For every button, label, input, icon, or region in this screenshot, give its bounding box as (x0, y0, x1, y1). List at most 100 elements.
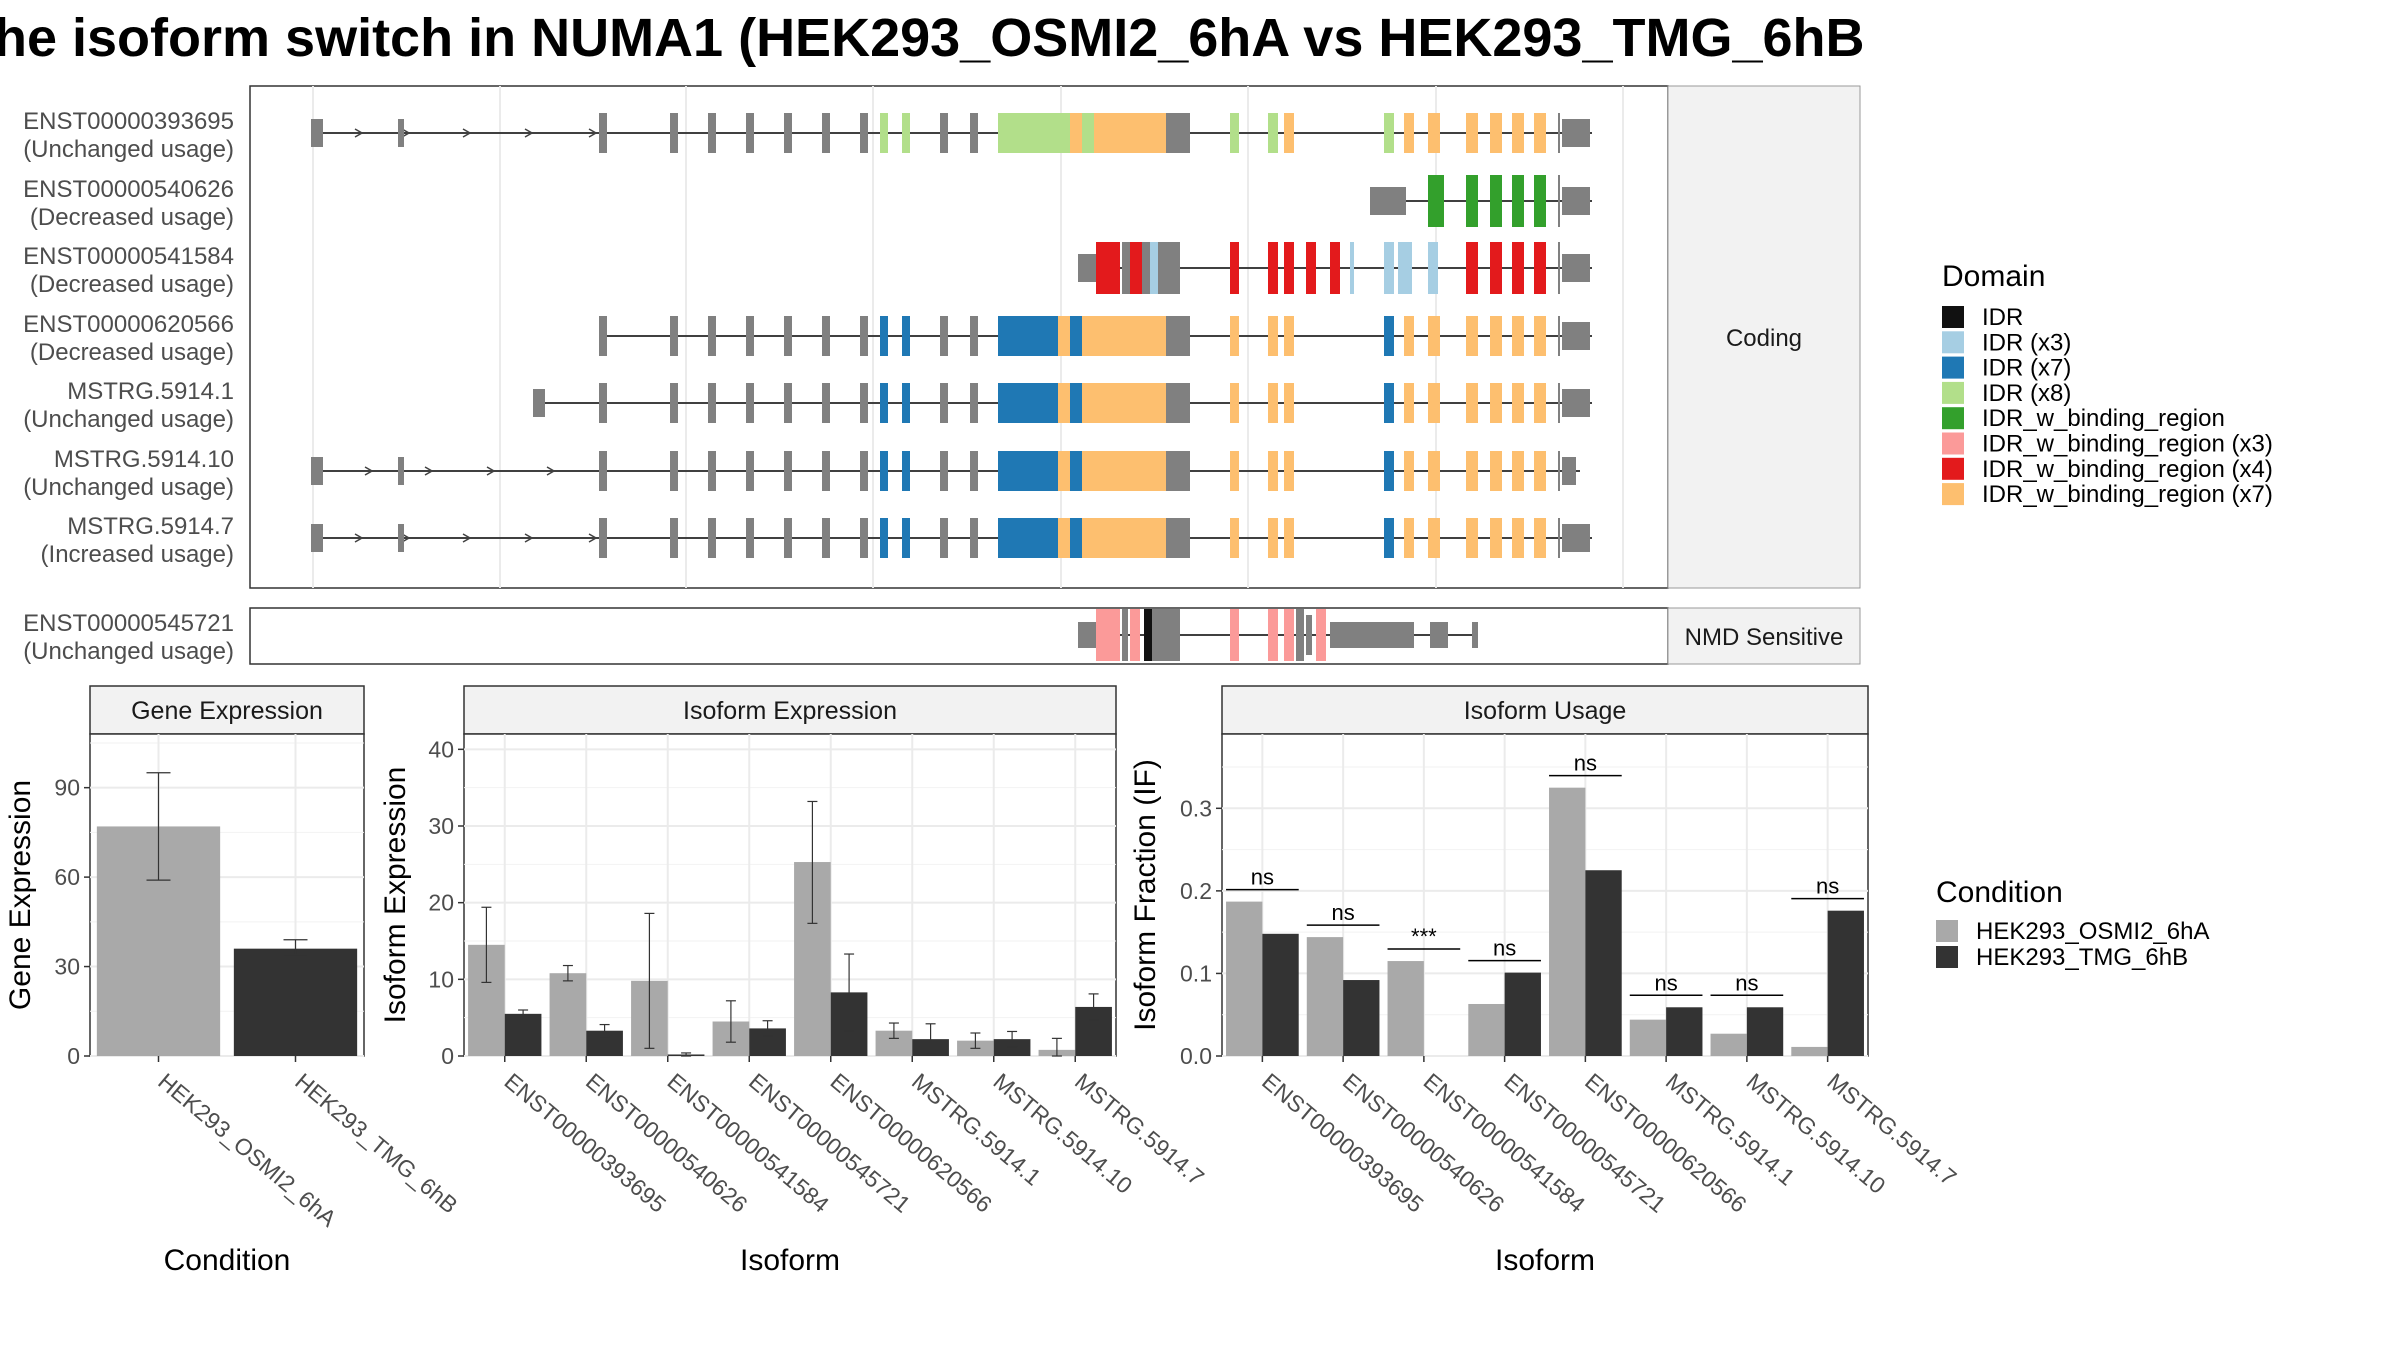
strand-arrow (486, 466, 496, 476)
exon (1094, 316, 1106, 356)
exon (1082, 383, 1094, 423)
exon (1106, 451, 1118, 491)
domain-legend-label: IDR_w_binding_region (x3) (1982, 431, 2273, 458)
exon (1296, 609, 1304, 661)
strand-arrow (588, 128, 598, 138)
strand-arrow (524, 533, 534, 543)
exon (708, 316, 716, 356)
y-tick-label: 60 (54, 864, 80, 890)
nmd-strip (1667, 607, 1861, 665)
strand-arrow (462, 128, 472, 138)
panel-title: Isoform Usage (1464, 697, 1627, 725)
exon (1106, 518, 1118, 558)
exon (1058, 518, 1070, 558)
significance-label: ns (1251, 865, 1274, 890)
exon (1034, 383, 1046, 423)
exon (822, 316, 830, 356)
bar (1827, 910, 1864, 1056)
exon (1558, 316, 1560, 356)
exon (1118, 451, 1130, 491)
transcript-usage-label: (Unchanged usage) (23, 638, 234, 665)
exon (1178, 518, 1190, 558)
exon (1466, 451, 1478, 491)
exon (599, 518, 607, 558)
exon (1558, 451, 1560, 491)
exon (1558, 242, 1560, 294)
coding-strip-label: Coding (1726, 325, 1802, 352)
exon (1130, 316, 1142, 356)
domain-legend-swatch (1942, 331, 1964, 354)
exon (1466, 518, 1478, 558)
exon (880, 518, 888, 558)
exon (1558, 518, 1560, 558)
bar (1710, 1033, 1747, 1056)
exon (1130, 518, 1142, 558)
domain-legend-label: IDR (1982, 304, 2023, 331)
exon (1078, 254, 1096, 282)
transcript-id-label: ENST00000620566 (23, 311, 234, 338)
exon (1034, 316, 1046, 356)
exon (1142, 451, 1154, 491)
condition-legend-label: HEK293_OSMI2_6hA (1976, 918, 2209, 945)
strand-arrow (524, 128, 534, 138)
strand-arrow (354, 128, 364, 138)
exon (599, 451, 607, 491)
exon (1106, 383, 1118, 423)
exon (822, 451, 830, 491)
exon (860, 383, 868, 423)
y-tick-label: 0.3 (1180, 795, 1212, 821)
panel-strip (1221, 685, 1869, 735)
exon (970, 113, 978, 153)
exon (670, 451, 678, 491)
transcript-usage-label: (Decreased usage) (30, 271, 234, 298)
transcript-id-label: ENST00000545721 (23, 610, 234, 637)
exon (1122, 609, 1128, 661)
exon (1490, 316, 1502, 356)
exon (1490, 383, 1502, 423)
transcript-id-label: MSTRG.5914.10 (54, 446, 234, 473)
exon (1562, 187, 1590, 215)
transcript-4 (533, 383, 1592, 423)
significance-label: ns (1493, 936, 1516, 961)
exon (1058, 316, 1070, 356)
exon (1268, 316, 1278, 356)
exon (1022, 113, 1034, 153)
exon (1046, 113, 1058, 153)
exon (940, 383, 948, 423)
exon (1284, 242, 1294, 294)
exon (1106, 113, 1118, 153)
exon (1430, 622, 1448, 648)
exon (1534, 113, 1546, 153)
strand-arrow (424, 466, 434, 476)
exon (970, 518, 978, 558)
exon (311, 119, 323, 147)
exon (902, 383, 910, 423)
y-tick-label: 0.1 (1180, 960, 1212, 986)
bar (1387, 961, 1424, 1056)
exon (1010, 451, 1022, 491)
exon (940, 316, 948, 356)
x-axis-label: Isoform (740, 1244, 840, 1277)
exon (1466, 175, 1478, 227)
bar (993, 1039, 1031, 1056)
exon (1512, 242, 1524, 294)
domain-legend-swatch (1942, 457, 1964, 480)
exon (398, 524, 404, 552)
bar (1262, 933, 1299, 1056)
bar (1306, 937, 1344, 1056)
exon (970, 451, 978, 491)
exon (940, 113, 948, 153)
strand-arrow (462, 533, 472, 543)
exon (1010, 383, 1022, 423)
exon (880, 451, 888, 491)
exon (599, 113, 607, 153)
strand-arrow (401, 128, 411, 138)
transcript-usage-label: (Unchanged usage) (23, 474, 234, 501)
exon (1466, 316, 1478, 356)
domain-legend-label: IDR (x7) (1982, 355, 2071, 382)
exon (822, 383, 830, 423)
y-tick-label: 40 (428, 736, 454, 762)
exon (1384, 383, 1394, 423)
y-tick-label: 0.2 (1180, 878, 1212, 904)
